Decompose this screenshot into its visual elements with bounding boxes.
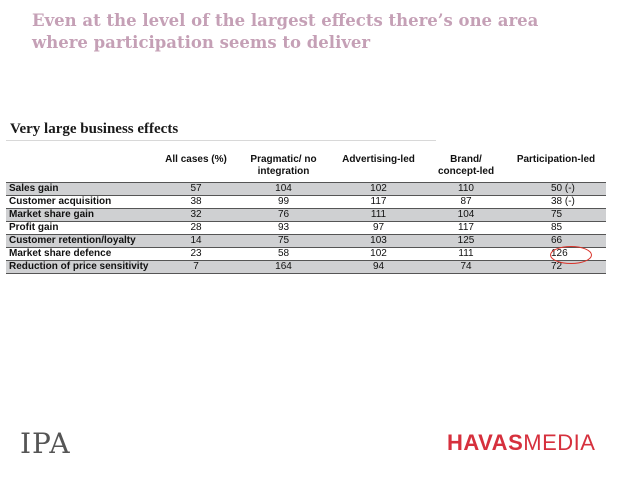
cell-brand: 110	[426, 182, 506, 196]
row-label: Sales gain	[6, 182, 156, 196]
cell-pragmatic: 75	[236, 234, 331, 248]
cell-brand: 125	[426, 234, 506, 248]
row-label: Customer acquisition	[6, 195, 156, 209]
row-label: Profit gain	[6, 221, 156, 235]
row-label: Market share gain	[6, 208, 156, 222]
cell-brand: 87	[426, 195, 506, 209]
cell-advertising: 102	[331, 182, 426, 196]
cell-pragmatic: 104	[236, 182, 331, 196]
effects-table: All cases (%) Pragmatic/ no integration …	[6, 154, 606, 274]
havas-logo-part: HAVAS	[447, 430, 524, 455]
ipa-logo: IPA	[20, 427, 71, 460]
table-header-row: All cases (%) Pragmatic/ no integration …	[6, 154, 606, 183]
cell-all: 32	[156, 208, 236, 222]
cell-pragmatic: 99	[236, 195, 331, 209]
havas-media-logo: HAVASMEDIA	[447, 430, 595, 456]
cell-advertising: 102	[331, 247, 426, 261]
slide-title: Even at the level of the largest effects…	[32, 11, 539, 52]
cell-all: 14	[156, 234, 236, 248]
cell-brand: 111	[426, 247, 506, 261]
row-label: Reduction of price sensitivity	[6, 260, 156, 274]
cell-all: 57	[156, 182, 236, 196]
cell-participation: 66	[506, 234, 606, 248]
table-row: Customer retention/loyalty 14 75 103 125…	[6, 234, 606, 248]
header-brand: Brand/ concept-led	[437, 154, 495, 177]
cell-brand: 104	[426, 208, 506, 222]
cell-advertising: 97	[331, 221, 426, 235]
cell-pragmatic: 93	[236, 221, 331, 235]
cell-all: 28	[156, 221, 236, 235]
cell-participation: 72	[506, 260, 606, 274]
table-row: Market share defence 23 58 102 111 126	[6, 247, 606, 261]
header-advertising: Advertising-led	[342, 154, 415, 165]
cell-advertising: 103	[331, 234, 426, 248]
cell-participation: 50 (-)	[506, 182, 606, 196]
cell-all: 7	[156, 260, 236, 274]
cell-advertising: 117	[331, 195, 426, 209]
section-subtitle: Very large business effects	[10, 121, 179, 137]
cell-participation: 38 (-)	[506, 195, 606, 209]
highlight-circle	[550, 246, 592, 264]
table-row: Profit gain 28 93 97 117 85	[6, 221, 606, 235]
table-row: Customer acquisition 38 99 117 87 38 (-)	[6, 195, 606, 209]
table-row: Reduction of price sensitivity 7 164 94 …	[6, 260, 606, 274]
row-label: Customer retention/loyalty	[6, 234, 156, 248]
cell-participation: 85	[506, 221, 606, 235]
cell-all: 23	[156, 247, 236, 261]
cell-brand: 117	[426, 221, 506, 235]
header-participation: Participation-led	[516, 154, 596, 165]
cell-brand: 74	[426, 260, 506, 274]
table-row: Market share gain 32 76 111 104 75	[6, 208, 606, 222]
media-logo-part: MEDIA	[523, 430, 596, 455]
subtitle-divider	[6, 140, 436, 141]
row-label: Market share defence	[6, 247, 156, 261]
cell-pragmatic: 76	[236, 208, 331, 222]
cell-advertising: 94	[331, 260, 426, 274]
table-row: Sales gain 57 104 102 110 50 (-)	[6, 182, 606, 196]
cell-all: 38	[156, 195, 236, 209]
header-pragmatic: Pragmatic/ no integration	[250, 154, 317, 177]
header-all-cases: All cases (%)	[165, 154, 227, 165]
cell-participation: 75	[506, 208, 606, 222]
cell-pragmatic: 58	[236, 247, 331, 261]
cell-advertising: 111	[331, 208, 426, 222]
header-label	[6, 154, 156, 183]
cell-pragmatic: 164	[236, 260, 331, 274]
